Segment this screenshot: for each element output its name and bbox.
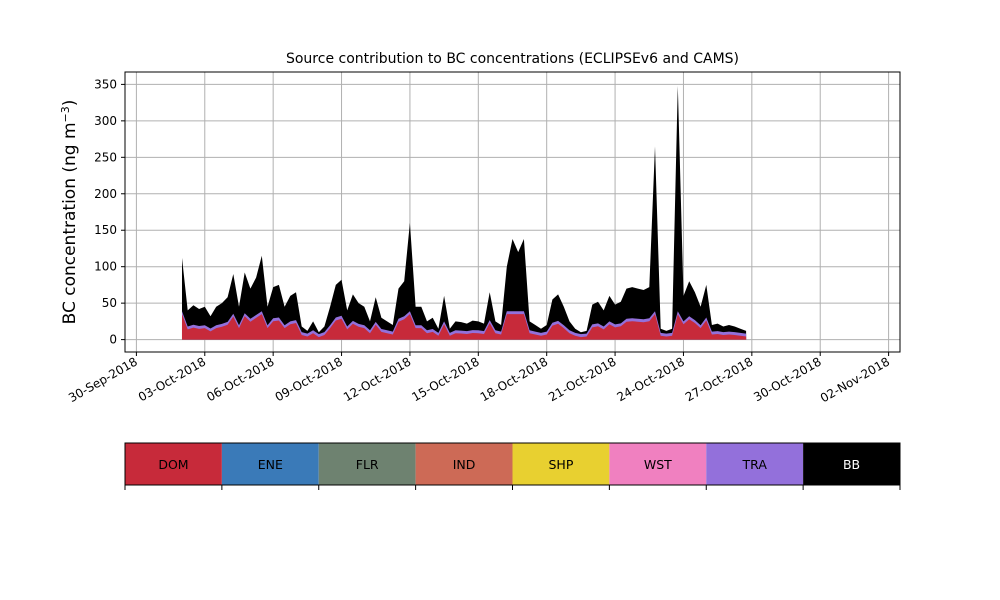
y-axis-label-main: BC concentration (ng m — [60, 122, 80, 324]
chart-title: Source contribution to BC concentrations… — [286, 51, 739, 67]
legend: DOM ENE FLR IND SHP WST TRA BB — [124, 442, 901, 490]
x-tick-label: 30-Oct-2018 — [751, 354, 823, 404]
legend-swatch-flr — [318, 443, 416, 485]
legend-label-shp: SHP — [549, 457, 574, 472]
legend-label-dom: DOM — [158, 457, 188, 472]
y-tick-label: 50 — [102, 296, 117, 310]
x-tick-label: 30-Sep-2018 — [66, 354, 140, 405]
x-tick-label: 15-Oct-2018 — [409, 354, 481, 404]
x-tick-label: 06-Oct-2018 — [204, 354, 276, 404]
area-dom — [181, 314, 747, 340]
y-axis-label-suffix: ) — [60, 100, 80, 107]
x-tick-label: 09-Oct-2018 — [273, 354, 345, 404]
legend-swatch-wst — [609, 443, 707, 485]
legend-swatch-bb — [803, 443, 900, 485]
y-tick-label: 350 — [94, 77, 117, 91]
legend-swatch-dom — [125, 443, 222, 485]
x-axis-ticks: 30-Sep-201803-Oct-201806-Oct-201809-Oct-… — [66, 352, 892, 405]
legend-label-tra: TRA — [742, 457, 768, 472]
x-tick-label: 18-Oct-2018 — [478, 354, 550, 404]
y-tick-label: 200 — [94, 187, 117, 201]
grid — [125, 72, 900, 352]
x-tick-label: 24-Oct-2018 — [615, 354, 687, 404]
x-tick-label: 03-Oct-2018 — [136, 354, 208, 404]
legend-label-bb: BB — [843, 457, 860, 472]
legend-swatch-ind — [415, 443, 513, 485]
y-axis-ticks: 0 50 100 150 200 250 300 350 — [94, 77, 125, 347]
y-tick-label: 100 — [94, 260, 117, 274]
legend-label-ene: ENE — [258, 457, 283, 472]
y-tick-label: 150 — [94, 223, 117, 237]
legend-swatch-ene — [221, 443, 319, 485]
legend-swatch-tra — [706, 443, 804, 485]
y-tick-label: 250 — [94, 150, 117, 164]
legend-label-flr: FLR — [356, 457, 379, 472]
x-tick-label: 21-Oct-2018 — [546, 354, 618, 404]
y-axis-label: BC concentration (ng m−3) — [59, 100, 81, 325]
legend-label-wst: WST — [644, 457, 672, 472]
x-tick-label: 12-Oct-2018 — [341, 354, 413, 404]
y-tick-label: 0 — [109, 333, 117, 347]
plot-frame — [124, 71, 901, 353]
y-axis-label-exponent: −3 — [59, 106, 72, 122]
legend-swatch-shp — [512, 443, 610, 485]
x-tick-label: 02-Nov-2018 — [818, 354, 892, 405]
stacked-areas — [181, 85, 747, 340]
x-tick-label: 27-Oct-2018 — [683, 354, 755, 404]
legend-label-ind: IND — [453, 457, 476, 472]
y-tick-label: 300 — [94, 114, 117, 128]
area-bb — [181, 85, 747, 340]
